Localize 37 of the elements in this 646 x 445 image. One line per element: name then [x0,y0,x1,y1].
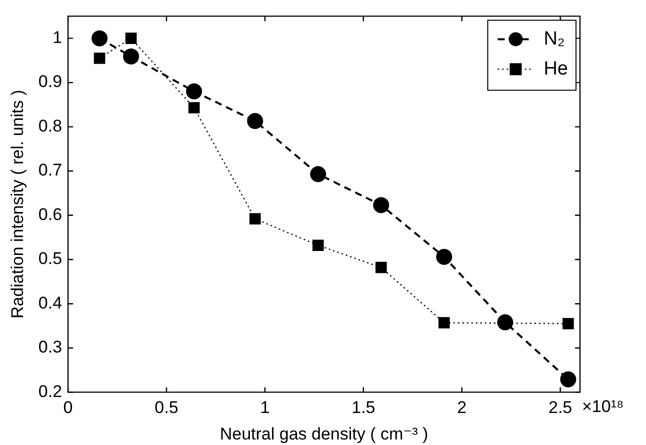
x-tick-label: 0.5 [154,398,178,418]
legend-label: He [544,58,568,80]
point [438,317,450,328]
y-tick-label: 0.5 [38,249,62,268]
y-tick-label: 0.4 [38,293,62,312]
x-tick-label: 1 [260,398,270,418]
point [123,48,140,64]
point [562,318,574,330]
y-tick-label: 0.7 [38,160,62,180]
point [186,83,202,100]
y-tick-label: 1 [52,28,62,48]
point [92,30,108,46]
y-tick-label: 0.9 [38,72,62,92]
x-tick-label: 0 [63,398,73,418]
x-axis-title: Neutral gas density ( cm⁻³ ) [220,424,428,444]
point [375,262,387,274]
point [249,213,261,224]
x-tick-label: 2 [457,398,467,418]
point [188,102,200,114]
y-tick-label: 0.6 [38,204,62,224]
y-axis-title: Radiation intensity ( rel. units ) [8,90,27,319]
y-tick-label: 0.2 [38,382,62,401]
x-tick-label: 1.5 [352,398,376,418]
point [94,52,106,64]
point [497,314,514,330]
point [310,166,326,182]
point [560,371,576,388]
point [312,240,324,251]
legend-label: N₂ [544,28,565,50]
y-tick-label: 0.8 [38,116,62,136]
point [125,32,137,44]
y-tick-label: 0.3 [38,338,62,357]
point [436,248,452,265]
point [247,113,264,130]
text: ×10¹⁸ [582,397,624,416]
point [373,197,390,214]
x-tick-label: 2.5 [548,398,572,418]
